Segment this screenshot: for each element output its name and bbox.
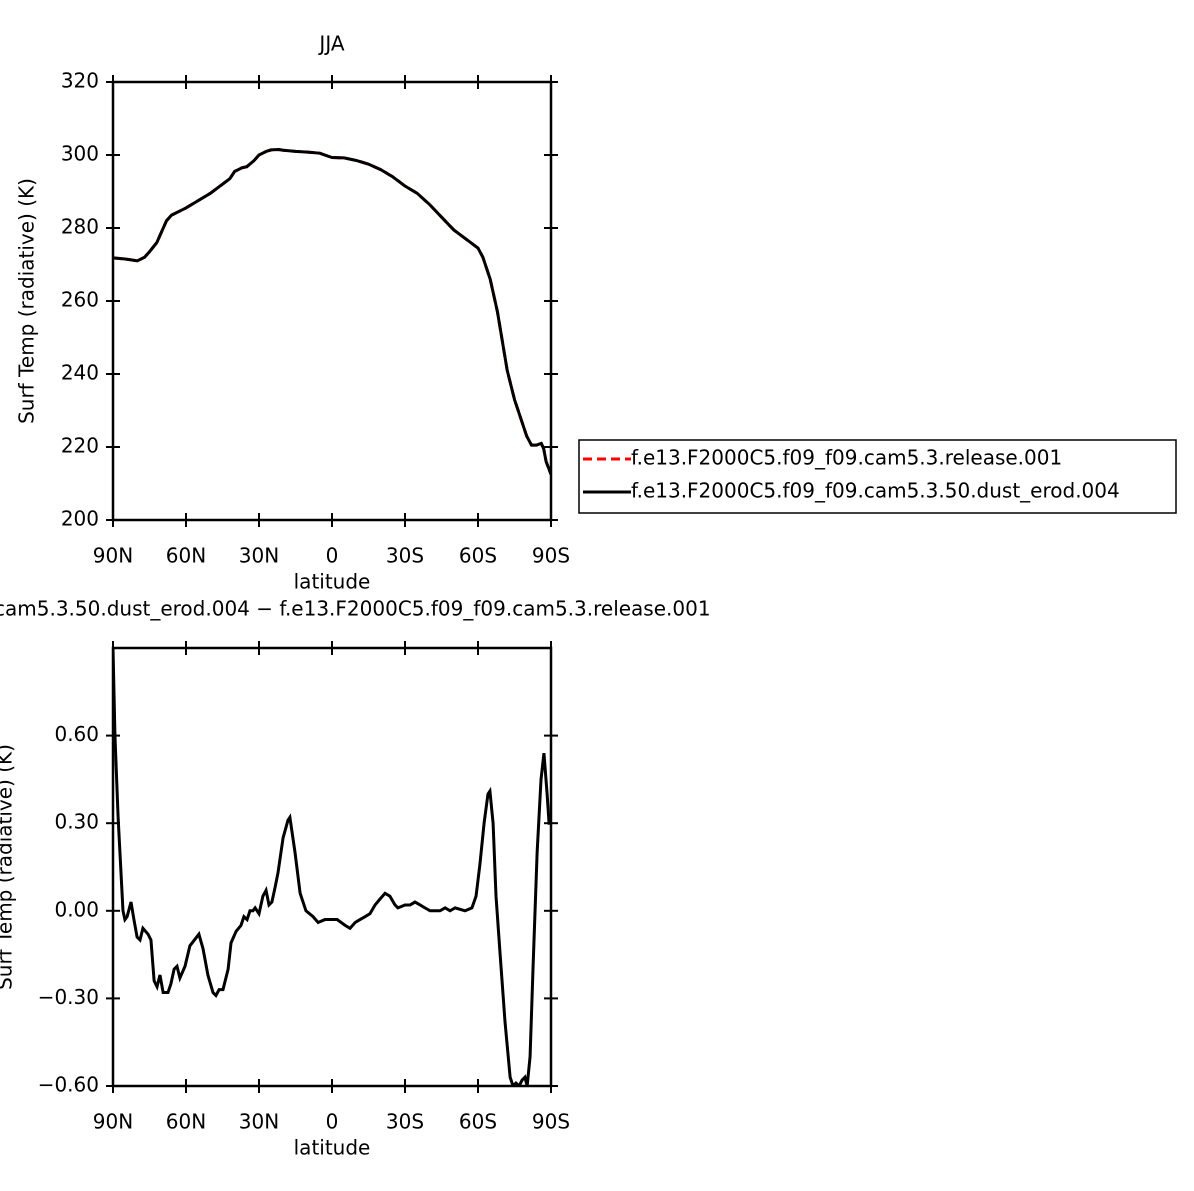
legend-label: f.e13.F2000C5.f09_f09.cam5.3.release.001 bbox=[631, 446, 1062, 470]
y-tick-label: −0.60 bbox=[38, 1073, 99, 1097]
y-tick-label: 260 bbox=[61, 288, 99, 312]
y-tick-label: 280 bbox=[61, 215, 99, 239]
data-line bbox=[113, 148, 551, 475]
x-tick-label: 30S bbox=[386, 1110, 424, 1134]
y-tick-label: 220 bbox=[61, 434, 99, 458]
plot-frame bbox=[111, 646, 553, 1088]
legend-box bbox=[578, 439, 1177, 514]
y-tick-label: 0.60 bbox=[54, 722, 99, 746]
y-tick-label: −0.30 bbox=[38, 985, 99, 1009]
y-tick-label: 200 bbox=[61, 507, 99, 531]
x-tick-label: 30N bbox=[239, 544, 279, 568]
y-tick-label: 0.00 bbox=[54, 897, 99, 921]
y-tick-label: 0.30 bbox=[54, 810, 99, 834]
x-tick-label: 60N bbox=[166, 1110, 206, 1134]
x-tick-label: 90N bbox=[93, 1110, 133, 1134]
x-tick-label: 90S bbox=[532, 1110, 570, 1134]
x-axis-label: latitude bbox=[294, 570, 371, 594]
x-axis-label: latitude bbox=[294, 1136, 371, 1160]
x-tick-label: 30N bbox=[239, 1110, 279, 1134]
x-tick-label: 60S bbox=[459, 1110, 497, 1134]
x-tick-label: 30S bbox=[386, 544, 424, 568]
y-axis-label: Surf Temp (radiative) (K) bbox=[0, 744, 17, 990]
x-tick-label: 60N bbox=[166, 544, 206, 568]
x-tick-label: 90S bbox=[532, 544, 570, 568]
chart-title: cam5.3.50.dust_erod.004 − f.e13.F2000C5.… bbox=[0, 597, 711, 621]
data-line bbox=[113, 148, 551, 475]
y-tick-label: 300 bbox=[61, 142, 99, 166]
x-tick-label: 0 bbox=[326, 544, 339, 568]
y-axis-label: Surf Temp (radiative) (K) bbox=[15, 178, 39, 424]
data-line bbox=[113, 648, 551, 1086]
x-tick-label: 0 bbox=[326, 1110, 339, 1134]
x-tick-label: 60S bbox=[459, 544, 497, 568]
x-tick-label: 90N bbox=[93, 544, 133, 568]
y-tick-label: 320 bbox=[61, 69, 99, 93]
chart-title: JJA bbox=[317, 32, 344, 56]
legend-label: f.e13.F2000C5.f09_f09.cam5.3.50.dust_ero… bbox=[631, 479, 1120, 503]
y-tick-label: 240 bbox=[61, 361, 99, 385]
plot-frame bbox=[111, 80, 553, 522]
